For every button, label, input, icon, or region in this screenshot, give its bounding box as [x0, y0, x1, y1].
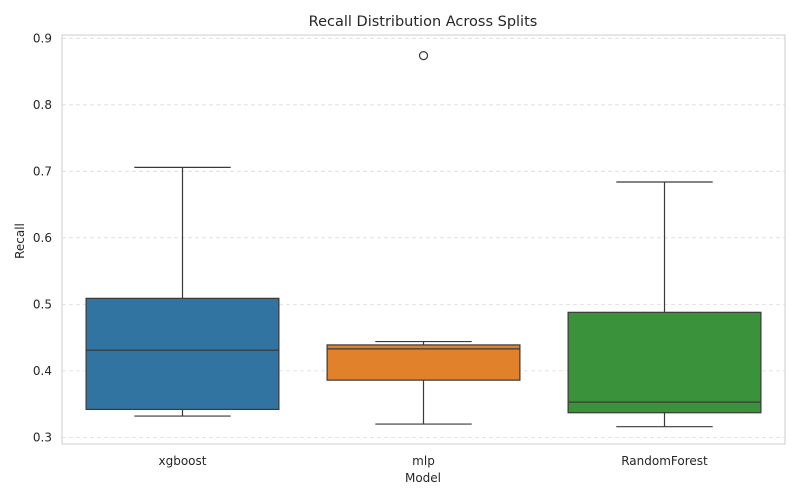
y-tick-label: 0.6 — [33, 231, 52, 245]
y-tick-label: 0.7 — [33, 164, 52, 178]
plot-frame — [61, 34, 786, 445]
x-tick-label: RandomForest — [621, 454, 708, 468]
y-tick-label: 0.8 — [33, 98, 52, 112]
outlier-point — [418, 51, 429, 61]
y-tick-label: 0.3 — [33, 430, 52, 444]
box-group-randomforest — [567, 181, 762, 428]
box-iqr — [326, 344, 521, 381]
box-iqr — [567, 311, 762, 414]
y-tick-label: 0.4 — [33, 364, 52, 378]
box-series — [85, 51, 762, 428]
y-tick-label: 0.5 — [33, 297, 52, 311]
y-tick-label: 0.9 — [33, 31, 52, 45]
x-tick-label: mlp — [412, 454, 435, 468]
x-tick-label: xgboost — [159, 454, 207, 468]
y-axis-ticks: 0.3 0.4 0.5 0.6 0.7 0.8 0.9 — [33, 31, 52, 444]
x-axis-label: Model — [405, 471, 441, 485]
box-group-mlp — [326, 51, 521, 425]
chart-title: Recall Distribution Across Splits — [309, 14, 538, 30]
y-axis-label: Recall — [13, 223, 27, 259]
box-group-xgboost — [85, 166, 280, 417]
x-axis-ticks: xgboost mlp RandomForest — [159, 454, 709, 468]
box-iqr — [85, 297, 280, 411]
